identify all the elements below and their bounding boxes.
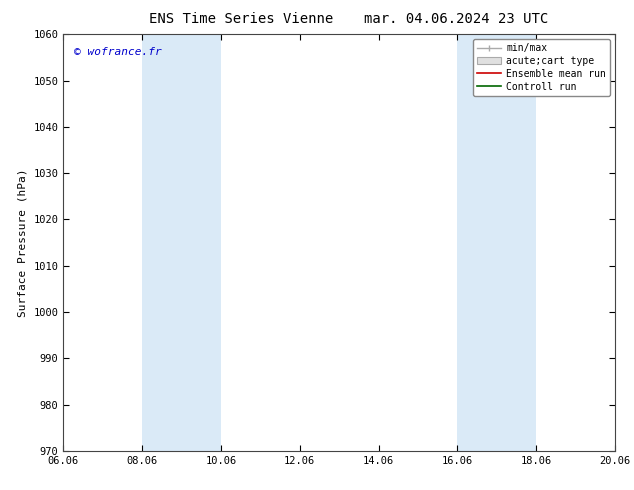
Legend: min/max, acute;cart type, Ensemble mean run, Controll run: min/max, acute;cart type, Ensemble mean … xyxy=(474,39,610,96)
Text: ENS Time Series Vienne: ENS Time Series Vienne xyxy=(149,12,333,26)
Bar xyxy=(457,34,536,451)
Text: mar. 04.06.2024 23 UTC: mar. 04.06.2024 23 UTC xyxy=(365,12,548,26)
Text: © wofrance.fr: © wofrance.fr xyxy=(74,47,162,57)
Y-axis label: Surface Pressure (hPa): Surface Pressure (hPa) xyxy=(18,168,28,317)
Bar xyxy=(142,34,221,451)
